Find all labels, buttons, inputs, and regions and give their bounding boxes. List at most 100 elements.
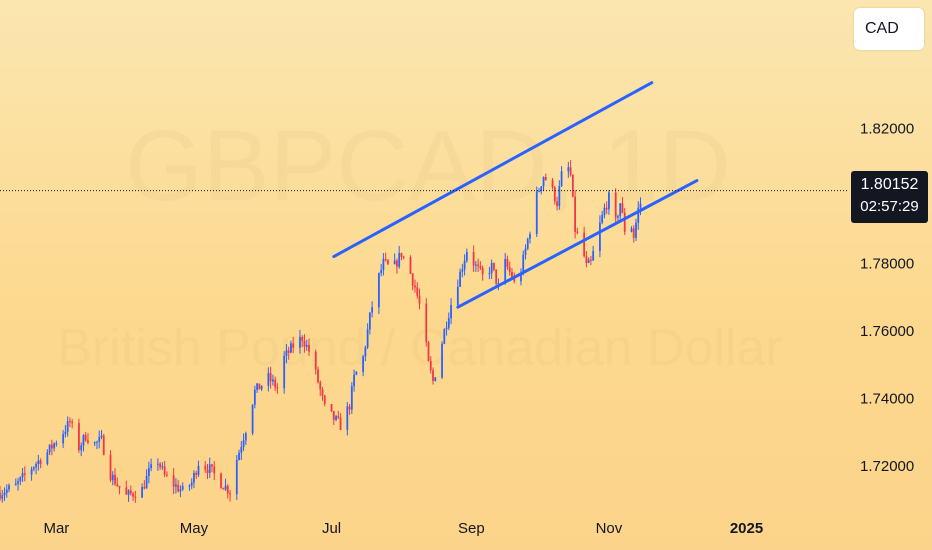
- candle: [411, 272, 414, 291]
- candle: [456, 279, 459, 307]
- candle: [335, 414, 337, 422]
- candle: [226, 484, 229, 499]
- last-price-value: 1.80152: [860, 176, 919, 193]
- candle: [87, 433, 89, 445]
- currency-label: CAD: [865, 20, 899, 37]
- candle: [0, 486, 1, 501]
- candle: [355, 371, 358, 376]
- candle: [576, 227, 579, 235]
- trend-channel[interactable]: [332, 81, 699, 309]
- candle: [193, 470, 195, 489]
- candle: [17, 477, 19, 491]
- candle: [156, 458, 159, 471]
- time-axis[interactable]: Mar May Jul Sep Nov 2025: [43, 520, 763, 537]
- candle: [78, 418, 80, 453]
- candle: [80, 442, 83, 457]
- candle: [371, 301, 374, 318]
- candle: [276, 383, 279, 394]
- candle: [459, 268, 461, 288]
- currency-button[interactable]: CAD: [854, 8, 924, 50]
- candle: [571, 174, 574, 198]
- candle: [285, 344, 288, 364]
- time-tick-label: Sep: [458, 520, 485, 537]
- candle: [48, 444, 51, 455]
- candle: [393, 253, 396, 265]
- candle: [32, 466, 35, 472]
- candle: [111, 471, 114, 486]
- candle: [321, 386, 324, 401]
- candle: [274, 376, 277, 392]
- candle: [55, 440, 58, 447]
- channel-line-upper[interactable]: [332, 81, 654, 259]
- candle: [332, 410, 335, 425]
- time-tick-label: Mar: [43, 520, 69, 537]
- channel-line-lower[interactable]: [456, 179, 699, 309]
- candle: [450, 298, 452, 325]
- candle: [251, 404, 254, 436]
- candle: [303, 334, 306, 353]
- candle: [506, 255, 509, 270]
- candle: [197, 460, 200, 478]
- candle: [524, 244, 527, 260]
- candle: [535, 186, 538, 237]
- candle: [177, 479, 180, 493]
- candle: [3, 487, 6, 501]
- candle: [556, 196, 558, 211]
- candle: [102, 433, 105, 456]
- candle: [30, 466, 33, 481]
- candle: [100, 430, 103, 440]
- time-tick-label: Jul: [322, 520, 341, 537]
- candle: [1, 489, 4, 503]
- candle: [147, 461, 150, 484]
- candle: [242, 433, 245, 451]
- candle: [567, 161, 570, 178]
- candle: [434, 377, 437, 382]
- candle: [35, 461, 37, 475]
- candle: [220, 472, 222, 489]
- watermark-description: British Pound / Canadian Dollar: [57, 319, 783, 377]
- candle: [337, 410, 340, 420]
- candle: [299, 329, 301, 354]
- candle: [472, 245, 475, 272]
- candle: [619, 202, 622, 221]
- candle: [599, 215, 601, 258]
- candle: [587, 257, 590, 264]
- candle: [402, 255, 405, 260]
- candle: [400, 252, 403, 261]
- candle: [314, 349, 317, 375]
- candlestick-series: [0, 160, 642, 503]
- candle: [362, 354, 365, 377]
- candle: [479, 261, 482, 271]
- candle: [66, 416, 69, 437]
- candle: [493, 262, 495, 272]
- candle: [443, 328, 446, 345]
- candle: [98, 430, 101, 449]
- candle: [605, 201, 608, 215]
- candle: [39, 458, 42, 469]
- candle: [330, 404, 333, 413]
- candle: [348, 404, 351, 415]
- candle: [350, 382, 353, 414]
- candle: [560, 166, 563, 187]
- watermark-symbol: GBPCAD, 1D: [125, 110, 731, 222]
- time-tick-label: 2025: [730, 520, 763, 537]
- candle: [118, 485, 121, 495]
- candle: [429, 356, 432, 374]
- candle: [64, 425, 67, 438]
- candle: [477, 258, 480, 272]
- candle: [244, 431, 247, 445]
- candle: [125, 480, 128, 495]
- candle: [617, 214, 619, 221]
- candle: [211, 464, 213, 473]
- candle: [603, 203, 606, 219]
- candle: [229, 490, 231, 502]
- candle: [601, 210, 604, 225]
- candle: [414, 279, 416, 293]
- candle: [346, 402, 349, 436]
- candle: [592, 245, 595, 261]
- candle: [238, 449, 240, 461]
- candle: [235, 455, 238, 500]
- candle: [614, 188, 617, 223]
- candle: [258, 383, 261, 390]
